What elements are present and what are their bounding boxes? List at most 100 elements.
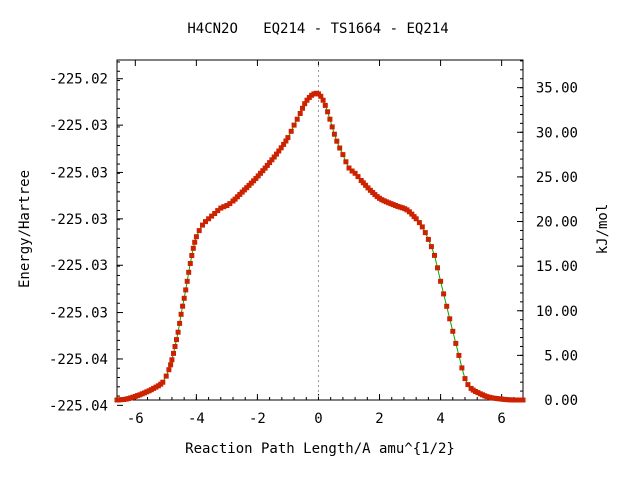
data-point-marker [166, 367, 172, 373]
data-point-marker [352, 170, 358, 176]
data-point-marker [206, 216, 212, 222]
data-point-marker [187, 261, 193, 266]
data-point-marker [172, 344, 178, 349]
data-point-marker [511, 397, 517, 403]
right-tick-label: 10.00 [536, 304, 578, 320]
bottom-tick-label: -4 [188, 411, 205, 427]
bottom-tick-label: 0 [314, 411, 322, 427]
data-point-marker [337, 145, 343, 151]
y-axis-label: Energy/Hartree [17, 170, 33, 288]
data-point-marker [174, 337, 179, 343]
right-tick-label: 25.00 [536, 170, 578, 186]
series-line [116, 92, 523, 401]
data-point-marker [291, 122, 297, 128]
data-point-marker [178, 311, 184, 317]
data-point-marker [320, 97, 326, 103]
minor-ticks [117, 60, 523, 401]
left-axis-ticks: -225.02 -225.03 -225.03 -225.03 -225.03 -225.… [49, 72, 123, 414]
data-point-marker [447, 316, 453, 322]
right-tick-label: 35.00 [536, 81, 578, 97]
data-point-marker [462, 376, 468, 382]
data-point-marker [196, 228, 202, 234]
bottom-tick-label: 4 [436, 411, 444, 427]
data-point-marker [340, 152, 346, 158]
data-point-marker [459, 365, 465, 371]
data-point-marker [416, 220, 422, 226]
data-point-marker [297, 111, 303, 116]
data-point-marker [212, 211, 218, 216]
data-point-marker [163, 373, 169, 379]
data-point-marker [450, 328, 456, 334]
series-markers [114, 90, 526, 403]
right-tick-label: 30.00 [536, 125, 578, 141]
data-point-marker [331, 131, 337, 137]
data-point-marker [294, 116, 300, 122]
data-point-marker [224, 203, 230, 208]
data-point-marker [189, 253, 195, 258]
data-point-marker [177, 320, 183, 326]
right-tick-label: 5.00 [544, 348, 578, 364]
data-point-marker [432, 252, 437, 258]
data-point-marker [318, 93, 324, 99]
data-point-marker [520, 397, 526, 403]
data-point-marker [192, 239, 198, 245]
data-point-marker [203, 219, 208, 225]
data-point-marker [171, 350, 176, 356]
data-point-marker [255, 173, 261, 179]
data-point-marker [260, 168, 266, 174]
data-point-marker [271, 154, 277, 160]
data-point-marker [413, 216, 419, 222]
data-point-marker [181, 295, 187, 301]
data-point-marker [325, 109, 331, 115]
right-tick-label: 0.00 [544, 393, 578, 409]
data-point-marker [180, 303, 186, 309]
data-point-marker [276, 148, 282, 154]
bottom-tick-label: -6 [127, 411, 144, 427]
data-point-marker [281, 141, 287, 147]
data-point-marker [302, 101, 308, 107]
data-point-marker [514, 397, 520, 403]
data-point-marker [274, 151, 279, 157]
data-point-marker [322, 102, 328, 108]
chart-title: H4CN2O EQ214 - TS1664 - EQ214 [187, 21, 448, 37]
data-point-marker [334, 138, 340, 144]
right-tick-label: 15.00 [536, 259, 578, 275]
data-point-marker [193, 234, 199, 240]
data-point-marker [221, 204, 227, 210]
data-point-marker [444, 303, 450, 309]
data-point-marker [441, 291, 447, 297]
data-point-marker [343, 159, 349, 165]
left-tick-label: -225.02 [49, 72, 108, 88]
data-point-marker [168, 362, 174, 368]
data-point-marker [346, 165, 352, 171]
data-point-marker [501, 396, 507, 402]
data-point-marker [435, 265, 440, 271]
data-point-marker [349, 168, 355, 174]
left-tick-label: -225.04 [49, 398, 108, 414]
left-tick-label: -225.03 [49, 306, 108, 322]
plot-frame [116, 59, 524, 401]
data-point-marker [419, 224, 425, 230]
data-point-marker [304, 97, 310, 103]
x-axis-label: Reaction Path Length/A amu^{1/2} [185, 441, 455, 457]
left-tick-label: -225.04 [49, 352, 108, 368]
left-tick-label: -225.03 [49, 258, 108, 274]
data-point-marker [456, 352, 462, 358]
left-tick-label: -225.03 [49, 212, 108, 228]
data-point-marker [175, 329, 181, 335]
right-tick-label: 20.00 [536, 215, 578, 231]
data-point-marker [329, 124, 335, 130]
data-point-marker [262, 165, 268, 171]
data-point-marker [438, 278, 444, 284]
data-point-marker [465, 382, 471, 388]
bottom-tick-label: 2 [375, 411, 383, 427]
y2-axis-label: kJ/mol [595, 204, 611, 255]
data-point-marker [258, 170, 263, 176]
data-point-marker [300, 105, 305, 111]
left-tick-label: -225.03 [49, 118, 108, 134]
bottom-tick-label: -2 [249, 411, 266, 427]
data-point-marker [118, 397, 124, 403]
bottom-axis-ticks: -6 -4 -2 0 2 4 6 [127, 60, 506, 427]
data-point-marker [209, 213, 215, 219]
